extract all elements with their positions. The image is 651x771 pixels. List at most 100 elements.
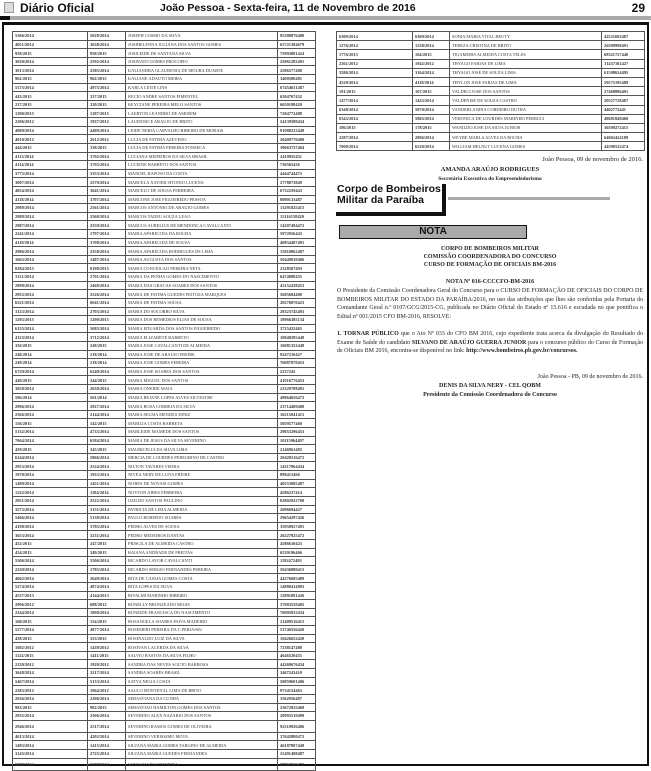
table-row: 2229/2014 1785/2014 RICARDO SERGIO FERNAND… — [12, 564, 316, 575]
person-name: MARCELA XAVIER SITONIO LUCENA — [125, 177, 278, 187]
process-number: 186/2015 — [336, 122, 413, 134]
process-number: 2636/2014 — [12, 693, 88, 704]
person-name: THYAGO JOSE DE SOUZA LIMA — [449, 67, 602, 78]
process-number: 459/2015 — [12, 444, 88, 454]
person-name: VERONICA DE LOURDES MARINHO PERRUCI — [449, 113, 602, 124]
process-number: 1290/2015 — [12, 108, 88, 119]
registration-number: 218/2014 — [87, 358, 126, 368]
person-name: ROSINALDO LUIZ DA SILVA — [125, 633, 278, 644]
table-row: 6343/2014 5865/2014 VERONICA DE LOURDES MA… — [336, 113, 645, 124]
publication-title: Diário Oficial — [20, 1, 95, 15]
registration-number: 2506/2014 — [87, 711, 126, 721]
person-name: LUCIA DE FATIMA AZEVEDO — [125, 134, 278, 144]
registration-number: 247/2015 — [87, 538, 126, 549]
person-name: PEDRO ALVES DE SOUSA — [125, 521, 278, 532]
table-row: 5366/2014 5028/2014 JOSEPH COSMO DA SILVA 9… — [12, 31, 316, 41]
candidate-name: SILVANO DE ARAÚJO GUERRA JUNIOR — [411, 339, 527, 346]
person-name: SATYA NELIA COSTA — [125, 676, 278, 687]
process-number: 6309/2014 — [336, 30, 413, 42]
cpf-number: 4402772441 — [601, 104, 645, 115]
registration-number: 5138/2014 — [87, 513, 126, 523]
person-name: LAUDENICE ARAUJO DE BRITO — [125, 117, 278, 127]
registration-number: 3164/2014 — [412, 67, 450, 78]
registration-number: 1415/2014 — [87, 740, 126, 750]
page-number: 29 — [631, 1, 645, 15]
person-name: MARILIA COSTA BARRETA — [125, 418, 278, 429]
registration-number: 2561/2014 — [87, 203, 126, 213]
cpf-number: 4586237414 — [277, 487, 316, 497]
registration-number: 1451/2014 — [87, 478, 126, 489]
cpf-number: 20993519499 — [277, 711, 316, 721]
section-logo: Corpo de Bombeiros Militar da Paraíba — [336, 184, 446, 216]
cpf-number: 15116158420 — [277, 211, 316, 222]
registration-number: 2725/2014 — [87, 748, 126, 759]
person-name: THYAGO FARIAS DE LIMA — [449, 58, 602, 69]
left-table: 5366/2014 5028/2014 JOSEPH COSMO DA SILVA 9… — [12, 31, 316, 771]
person-name: RAIANA ANDRADE DE FREITAS — [125, 547, 278, 558]
process-number: 4054/2014 — [12, 185, 88, 196]
table-row: 6309/2014 6309/2014 SONIA MARIA VITAL BEUT… — [336, 30, 645, 42]
cpf-number: 736565426 — [277, 160, 316, 170]
process-number: 1122/2015 — [12, 650, 88, 661]
person-name: MARIA APARECIDA DE SOUSA — [125, 237, 278, 248]
coat-of-arms-icon — [4, 2, 14, 13]
cpf-number: 14880414803 — [277, 582, 316, 592]
cpf-number: 67454631487 — [277, 82, 316, 93]
registration-number: 4874/2014 — [87, 582, 126, 592]
process-number: 3653/2014 — [12, 530, 88, 540]
cpf-number: 20428216472 — [277, 452, 316, 463]
process-number: 6343/2014 — [336, 113, 413, 124]
person-name: MARCUS AURELIUS DE MENDONCA CAVALCANTI — [125, 220, 278, 230]
registration-number: 1785/2014 — [87, 564, 126, 575]
org-name-line2: Militar da Paraíba — [337, 194, 424, 206]
concursos-link[interactable]: http://www.bombeiros.pb.gov.br/concursos… — [466, 348, 578, 355]
table-row: 2898/2014 2468/2014 MARIA DAS GRACAS SOARE… — [12, 280, 316, 291]
table-row: 6348/2014 5870/2014 VANDERLANDIA CORDEIRO … — [336, 104, 645, 115]
cpf-number: 40834487491 — [277, 237, 316, 248]
process-number: 2955/2014 — [12, 289, 88, 299]
person-name: SILVANA MARIA GUEDES FERNANDES — [125, 748, 278, 759]
table-row: 3020/2014 2592/2014 JOSINATO GOMES PROCOPI… — [12, 56, 316, 67]
cpf-number: 53746556420 — [277, 625, 316, 635]
process-number: 6348/2014 — [336, 104, 413, 115]
person-name: PEDRO MEDEIROS DANTAS — [125, 530, 278, 540]
person-name: MARIA MIGUEL DOS SANTOS — [125, 375, 278, 385]
person-name: LAERTON LEANDRO DE AMORIM — [125, 108, 278, 119]
person-name: MARIA JOSE SOARES DOS SANTOS — [125, 366, 278, 377]
registration-number: 2579/2014 — [87, 177, 126, 187]
process-number: 958/2015 — [12, 48, 88, 58]
cpf-number: 82802922700 — [277, 495, 316, 506]
table-row: 6988/2014 6508/2014 SONIA MARIA TEIXEIRA 38… — [12, 757, 316, 771]
table-row: 6344/2014 5866/2014 MERCIA DE LOURDES PERE… — [12, 452, 316, 463]
registration-number: 6249/2014 — [87, 366, 126, 377]
registration-number: 4118/2014 — [412, 76, 450, 88]
person-name: SAULO MONTENAL LIMA DE BRITO — [125, 685, 278, 695]
person-name: WILLIAM HELNUT LUCENA GOMES — [449, 141, 602, 152]
cpf-number: 48681849468 — [601, 113, 645, 124]
process-number: 3573/2014 — [12, 504, 88, 515]
table-row: 6729/2014 6249/2014 MARIA JOSE SOARES DOS … — [12, 366, 316, 377]
person-name: MARIA SELMA MENDES DINIZ — [125, 409, 278, 420]
process-number: 3007/2014 — [12, 177, 88, 187]
process-number: 3775/2014 — [12, 168, 88, 179]
table-row: 181/2015 167/2015 VALDECI JOSE DOS SANTOS 2… — [336, 86, 645, 97]
process-number: 2241/2014 — [12, 229, 88, 239]
registration-number: 2701/2014 — [87, 272, 126, 282]
process-number: 0284/2015 — [12, 263, 88, 274]
process-number: 4613/2014 — [12, 731, 88, 742]
section-rule — [448, 197, 610, 200]
person-name: TIGAMERIS ALMEIDA COSTA TELES — [449, 49, 602, 60]
table-row: 5132/2014 4733/2014 MARLEIDE MAMEDE DOS SA… — [12, 427, 316, 437]
person-name: SANDRA SOARES BRASIL — [125, 668, 278, 678]
table-row: 454/2015 349/2015 RAIANA ANDRADE DE FREITA… — [12, 547, 316, 558]
person-name: RONELLY BRONZEADO REGIS — [125, 599, 278, 609]
registration-number: 3707/2014 — [87, 194, 126, 205]
table-row: 4537/2013 4144/2013 RIVALMI MARINHO RIBEIR… — [12, 590, 316, 601]
cpf-number: 2410955451 — [277, 151, 316, 162]
registration-number: 3231/2014 — [87, 530, 126, 540]
process-number: 4010/2012 — [12, 134, 88, 144]
table-row: 2283/2012 1964/2012 SAULO MONTENAL LIMA DE… — [12, 685, 316, 695]
registration-number: 1797/2014 — [87, 229, 126, 239]
person-name: MARIA ONEIDE MAIA — [125, 384, 278, 394]
process-number: 1776/2015 — [336, 49, 413, 60]
